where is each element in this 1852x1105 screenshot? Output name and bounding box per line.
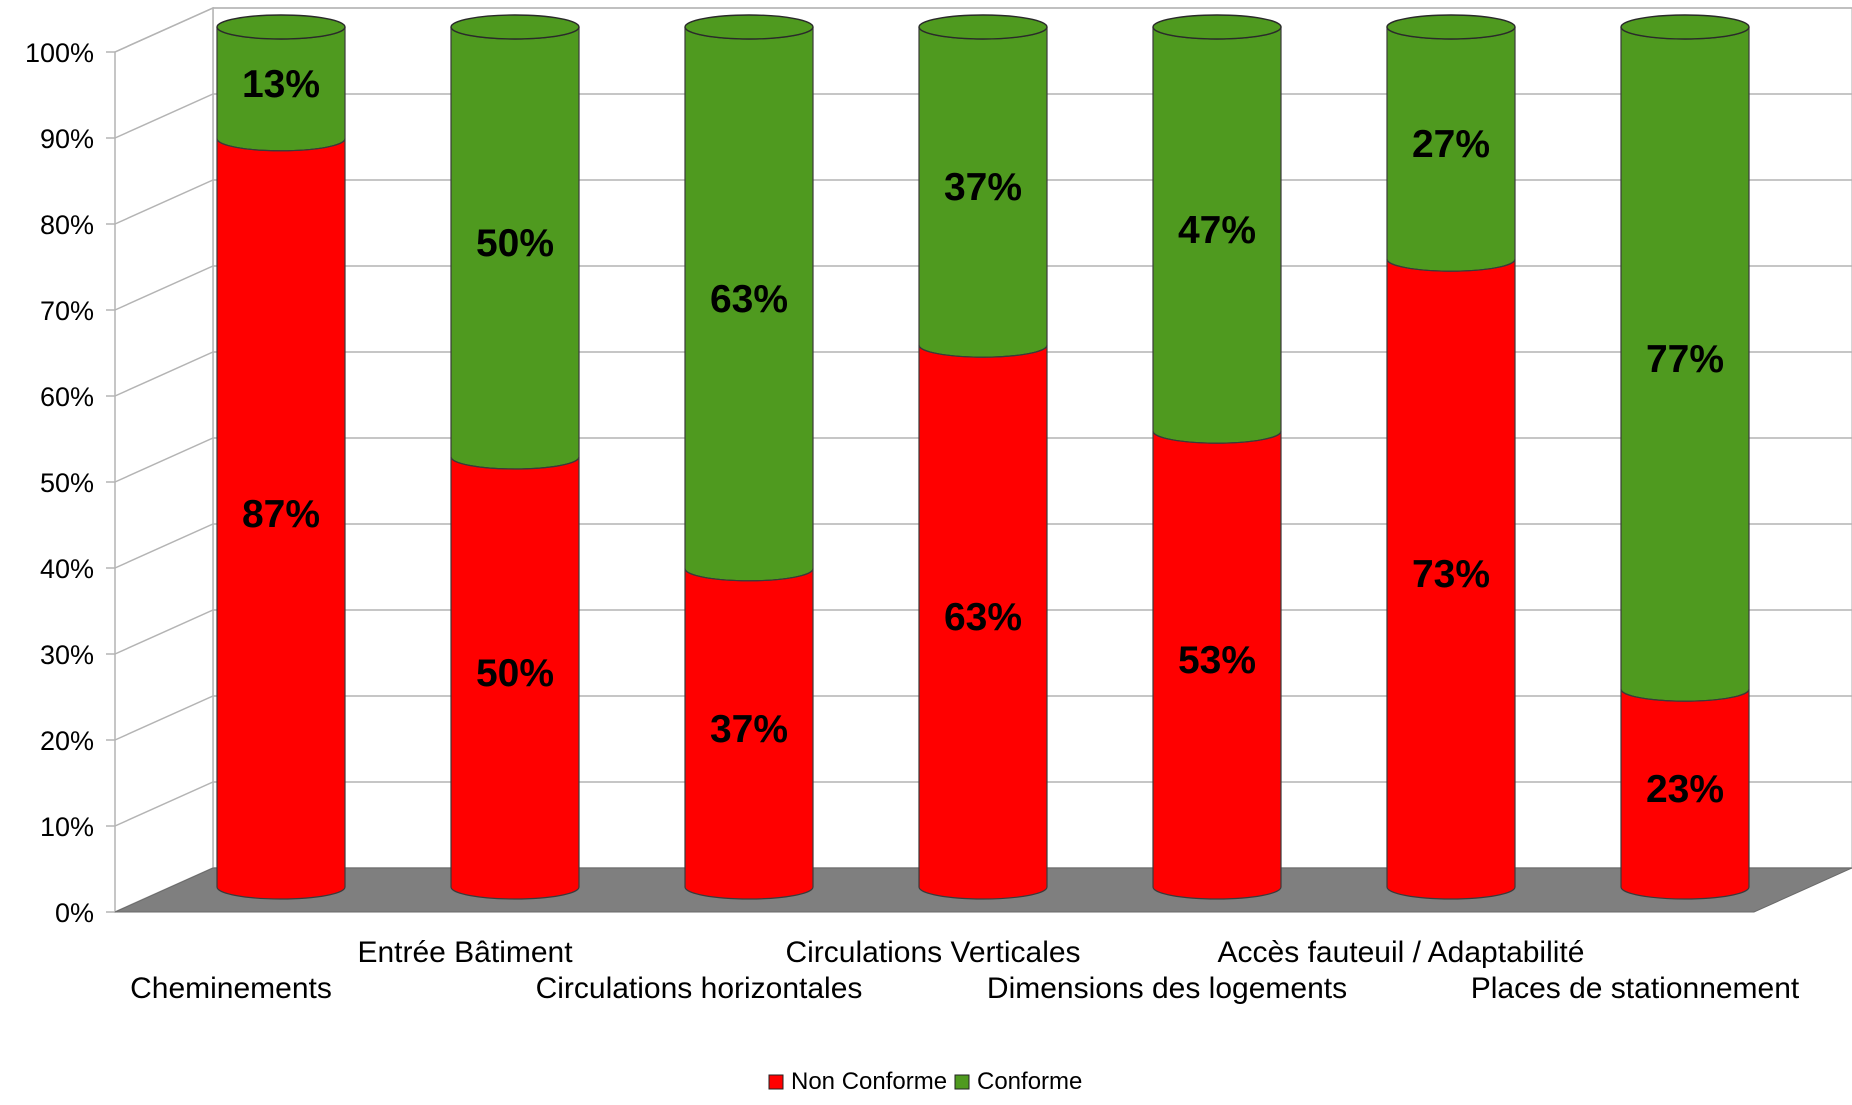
- bar-group: [450, 14, 580, 900]
- bar-conforme-cap: [216, 14, 346, 40]
- data-label-conforme: 37%: [944, 166, 1022, 209]
- y-tick-label: 80%: [40, 210, 94, 240]
- bar-non-conforme-seam: [216, 138, 346, 152]
- bar-non-conforme: [684, 568, 814, 900]
- data-label-non-conforme: 23%: [1646, 768, 1724, 811]
- data-label-non-conforme: 87%: [242, 493, 320, 536]
- bar-group: [1620, 14, 1750, 900]
- data-label-conforme: 63%: [710, 278, 788, 321]
- data-label-conforme: 47%: [1178, 209, 1256, 252]
- y-tick-label: 100%: [25, 38, 94, 68]
- y-axis-ticks: 0% 10% 20% 30% 40% 50% 60% 70% 80% 90% 100%: [25, 38, 115, 928]
- bar-group: [1386, 14, 1516, 900]
- legend-item: Non Conforme: [768, 1068, 947, 1095]
- legend-item: Conforme: [954, 1068, 1082, 1095]
- gridline: [114, 609, 1852, 655]
- gridline: [114, 781, 1852, 827]
- bar-non-conforme: [216, 138, 346, 900]
- gridline: [114, 523, 1852, 569]
- gridline: [114, 265, 1852, 311]
- bar-conforme: [450, 14, 580, 470]
- bars: [216, 14, 1750, 900]
- bar-conforme-cap: [1386, 14, 1516, 40]
- data-label-non-conforme: 63%: [944, 596, 1022, 639]
- bar-conforme: [1386, 14, 1516, 272]
- legend-label: Conforme: [977, 1068, 1082, 1095]
- bar-conforme-cap: [450, 14, 580, 40]
- bar-conforme-cap: [684, 14, 814, 40]
- category-label: Circulations Verticales: [785, 936, 1080, 969]
- gridline: [114, 7, 1852, 53]
- data-label-conforme: 77%: [1646, 338, 1724, 381]
- legend-swatch: [768, 1074, 784, 1090]
- bar-group: [1152, 14, 1282, 900]
- data-label-non-conforme: 53%: [1178, 639, 1256, 682]
- bar-conforme: [684, 14, 814, 582]
- gridline: [114, 437, 1852, 483]
- y-tick-label: 10%: [40, 812, 94, 842]
- category-label: Accès fauteuil / Adaptabilité: [1218, 936, 1585, 969]
- bar-non-conforme-seam: [918, 345, 1048, 358]
- y-tick-label: 30%: [40, 640, 94, 670]
- y-tick-label: 60%: [40, 382, 94, 412]
- bar-group: [684, 14, 814, 900]
- y-tick-label: 70%: [40, 296, 94, 326]
- gridline: [114, 179, 1852, 225]
- bar-group: [918, 14, 1048, 900]
- bar-non-conforme: [1152, 431, 1282, 900]
- legend-swatch: [954, 1074, 970, 1090]
- y-tick-label: 50%: [40, 468, 94, 498]
- bar-conforme-cap: [1620, 14, 1750, 40]
- bar-conforme-cap: [1152, 14, 1282, 40]
- y-tick-label: 40%: [40, 554, 94, 584]
- bar-non-conforme: [918, 345, 1048, 900]
- data-label-non-conforme: 73%: [1412, 553, 1490, 596]
- bar-conforme: [216, 14, 346, 152]
- legend: Non Conforme Conforme: [768, 1068, 1082, 1095]
- gridline: [114, 695, 1852, 741]
- bar-non-conforme-seam: [1152, 431, 1282, 444]
- bar-non-conforme-seam: [684, 568, 814, 582]
- category-label: Places de stationnement: [1471, 972, 1800, 1005]
- data-label-conforme: 13%: [242, 63, 320, 106]
- data-label-conforme: 27%: [1412, 123, 1490, 166]
- data-labels: 87% 13% 50% 50% 37% 63% 63% 37% 53% 47% 73% 27% 23% 7…: [242, 63, 1724, 811]
- category-label: Circulations horizontales: [536, 972, 863, 1005]
- y-tick-label: 90%: [40, 124, 94, 154]
- bar-non-conforme-seam: [450, 456, 580, 470]
- bar-non-conforme-seam: [1620, 689, 1750, 702]
- bar-non-conforme: [1620, 689, 1750, 900]
- y-tick-label: 20%: [40, 726, 94, 756]
- category-label: Dimensions des logements: [987, 972, 1347, 1005]
- bar-conforme-cap: [918, 14, 1048, 40]
- bar-non-conforme: [450, 456, 580, 900]
- bar-non-conforme-seam: [1386, 259, 1516, 272]
- gridline: [114, 351, 1852, 397]
- data-label-non-conforme: 50%: [476, 652, 554, 695]
- category-label: Entrée Bâtiment: [357, 936, 573, 969]
- data-label-non-conforme: 37%: [710, 708, 788, 751]
- gridline: [114, 93, 1852, 139]
- legend-label: Non Conforme: [791, 1068, 947, 1095]
- bar-group: [216, 14, 346, 900]
- bar-non-conforme: [1386, 259, 1516, 900]
- gridlines: [114, 7, 1852, 913]
- category-label: Cheminements: [130, 972, 332, 1005]
- data-label-conforme: 50%: [476, 222, 554, 265]
- y-tick-label: 0%: [55, 898, 94, 928]
